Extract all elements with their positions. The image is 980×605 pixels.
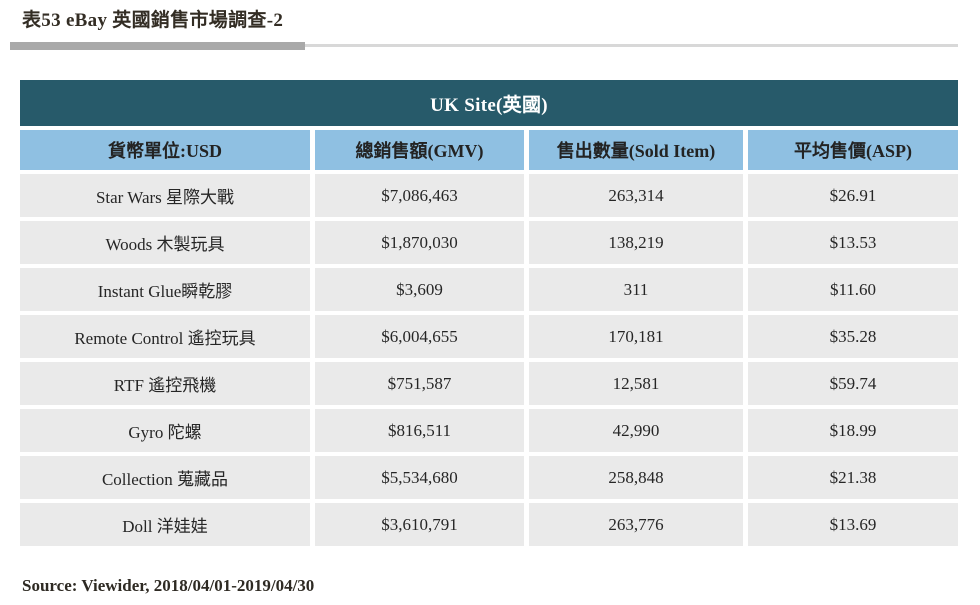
row-label: Woods 木製玩具 xyxy=(20,221,310,264)
row-value-sold_items: 311 xyxy=(529,268,743,311)
row-value-gmv: $5,534,680 xyxy=(315,456,524,499)
row-value-sold_items: 12,581 xyxy=(529,362,743,405)
row-value-gmv: $7,086,463 xyxy=(315,174,524,217)
row-value-gmv: $6,004,655 xyxy=(315,315,524,358)
row-label: RTF 遙控飛機 xyxy=(20,362,310,405)
divider-dark-segment xyxy=(10,42,305,50)
column-header-4: 平均售價(ASP) xyxy=(748,130,958,170)
row-value-asp: $21.38 xyxy=(748,456,958,499)
row-value-sold_items: 258,848 xyxy=(529,456,743,499)
row-value-asp: $18.99 xyxy=(748,409,958,452)
row-label: Remote Control 遙控玩具 xyxy=(20,315,310,358)
row-value-sold_items: 170,181 xyxy=(529,315,743,358)
row-label: Collection 蒐藏品 xyxy=(20,456,310,499)
row-value-gmv: $816,511 xyxy=(315,409,524,452)
row-value-asp: $35.28 xyxy=(748,315,958,358)
row-value-sold_items: 263,776 xyxy=(529,503,743,546)
column-header-3: 售出數量(Sold Item) xyxy=(529,130,743,170)
title-divider xyxy=(10,42,958,51)
row-label: Instant Glue瞬乾膠 xyxy=(20,268,310,311)
row-value-asp: $26.91 xyxy=(748,174,958,217)
row-value-asp: $11.60 xyxy=(748,268,958,311)
table-banner: UK Site(英國) xyxy=(20,80,958,126)
sales-table: UK Site(英國) 貨幣單位:USD 總銷售額(GMV) 售出數量(Sold I… xyxy=(20,80,958,546)
divider-light-segment xyxy=(305,44,958,47)
column-header-2: 總銷售額(GMV) xyxy=(315,130,524,170)
row-label: Star Wars 星際大戰 xyxy=(20,174,310,217)
row-value-gmv: $3,610,791 xyxy=(315,503,524,546)
row-value-gmv: $3,609 xyxy=(315,268,524,311)
column-header-1: 貨幣單位:USD xyxy=(20,130,310,170)
row-value-sold_items: 42,990 xyxy=(529,409,743,452)
source-note: Source: Viewider, 2018/04/01-2019/04/30 xyxy=(22,576,315,595)
row-label: Doll 洋娃娃 xyxy=(20,503,310,546)
row-label: Gyro 陀螺 xyxy=(20,409,310,452)
row-value-sold_items: 138,219 xyxy=(529,221,743,264)
row-value-asp: $13.53 xyxy=(748,221,958,264)
row-value-gmv: $751,587 xyxy=(315,362,524,405)
page-title: 表53 eBay 英國銷售市場調查-2 xyxy=(22,10,284,31)
row-value-asp: $13.69 xyxy=(748,503,958,546)
row-value-gmv: $1,870,030 xyxy=(315,221,524,264)
row-value-sold_items: 263,314 xyxy=(529,174,743,217)
row-value-asp: $59.74 xyxy=(748,362,958,405)
